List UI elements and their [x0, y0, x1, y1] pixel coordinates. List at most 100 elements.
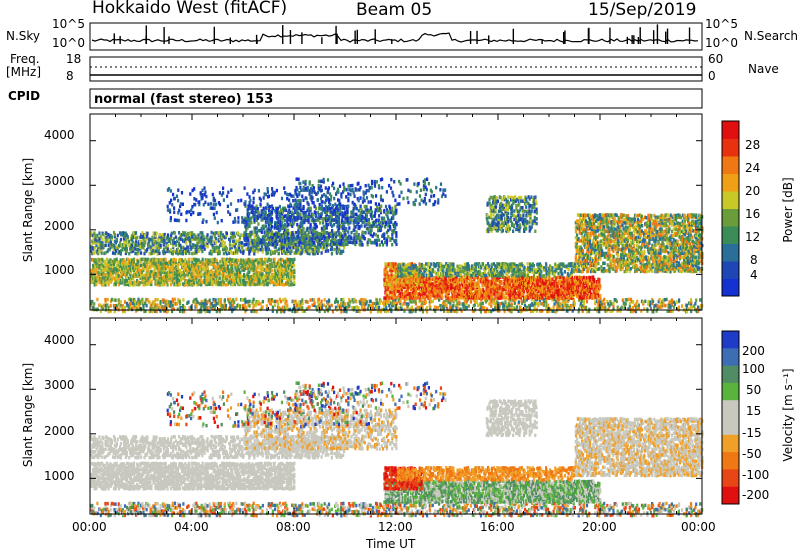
power-cell [369, 299, 372, 304]
power-cell [191, 257, 194, 262]
power-cell [180, 258, 184, 262]
power-cell [449, 305, 452, 310]
power-cell [517, 288, 521, 292]
power-cell [547, 303, 550, 308]
power-cell [105, 280, 108, 285]
power-cell [92, 258, 95, 262]
power-cell [112, 247, 115, 251]
power-cell [290, 249, 293, 254]
power-cell [539, 283, 542, 288]
power-cell [269, 302, 272, 306]
power-cell [180, 251, 183, 256]
power-cell [570, 275, 573, 280]
power-cell [251, 268, 254, 273]
power-cell [132, 283, 135, 287]
power-cell [283, 272, 287, 276]
power-cell [280, 278, 284, 283]
power-cell [177, 262, 180, 266]
power-cell [93, 302, 96, 306]
power-cell [428, 304, 431, 308]
power-cell [397, 294, 400, 298]
power-cell [184, 282, 187, 287]
power-cell [456, 301, 459, 306]
power-cell [158, 241, 161, 246]
power-cell [281, 258, 284, 262]
power-cell [204, 298, 207, 302]
power-cell [561, 291, 564, 296]
power-cell [490, 300, 493, 304]
power-cell [581, 303, 584, 308]
power-cell [159, 243, 162, 248]
power-cell [212, 276, 215, 281]
power-cell [195, 276, 198, 280]
power-cell [289, 272, 292, 276]
power-cell [358, 299, 361, 304]
power-cell [183, 247, 186, 251]
power-cell [141, 241, 144, 246]
power-cell [139, 245, 142, 249]
power-cell [182, 249, 185, 254]
power-cell [284, 297, 287, 302]
power-cell [110, 235, 113, 239]
power-cell [208, 237, 211, 241]
power-cell [129, 270, 133, 275]
power-cell [305, 307, 308, 311]
power-cell [455, 298, 458, 302]
power-cell [488, 297, 492, 302]
power-cell [115, 260, 118, 264]
power-cell [324, 249, 327, 253]
power-cell [125, 243, 128, 248]
power-cell [201, 257, 204, 262]
power-cell [450, 298, 453, 302]
power-cell [229, 297, 232, 302]
power-cell [203, 305, 206, 309]
power-cell [562, 307, 565, 311]
power-cell [121, 233, 124, 237]
power-cell [208, 272, 211, 276]
power-cell [655, 303, 658, 308]
power-cell [552, 309, 555, 313]
power-cell [313, 301, 316, 305]
power-cell [512, 296, 515, 300]
power-cell [565, 276, 568, 280]
power-cell [136, 259, 140, 264]
power-cell [180, 245, 183, 249]
power-cell [454, 290, 457, 294]
power-cell [564, 294, 567, 299]
power-cell [395, 284, 398, 288]
power-cell [111, 243, 114, 247]
power-cell [570, 278, 573, 282]
power-cell [476, 287, 479, 292]
power-cell [490, 296, 493, 300]
power-cell [233, 231, 236, 236]
power-cell [153, 266, 156, 271]
power-cell [222, 257, 225, 262]
power-cell [526, 307, 529, 312]
power-cell [94, 307, 97, 312]
power-cell [647, 300, 650, 304]
power-cell [101, 241, 104, 245]
power-cell [258, 260, 261, 264]
power-cell [170, 305, 174, 310]
power-cell [204, 305, 207, 309]
power-cell [601, 301, 604, 306]
power-cell [96, 272, 99, 277]
power-cell [571, 309, 574, 313]
power-cell [190, 265, 193, 270]
power-cell [470, 283, 474, 288]
power-cell [286, 252, 289, 256]
power-cell [266, 282, 269, 287]
power-cell [147, 280, 150, 284]
power-cell [115, 270, 118, 274]
power-cell [485, 279, 488, 284]
power-cell [509, 307, 512, 312]
power-cell [477, 303, 480, 308]
power-cell [433, 305, 437, 309]
power-cell [646, 309, 649, 313]
power-cell [640, 299, 644, 304]
power-cell [187, 249, 190, 253]
power-cell [166, 283, 169, 287]
power-cell [93, 241, 96, 245]
power-cell [301, 298, 304, 302]
power-cell [596, 309, 599, 313]
